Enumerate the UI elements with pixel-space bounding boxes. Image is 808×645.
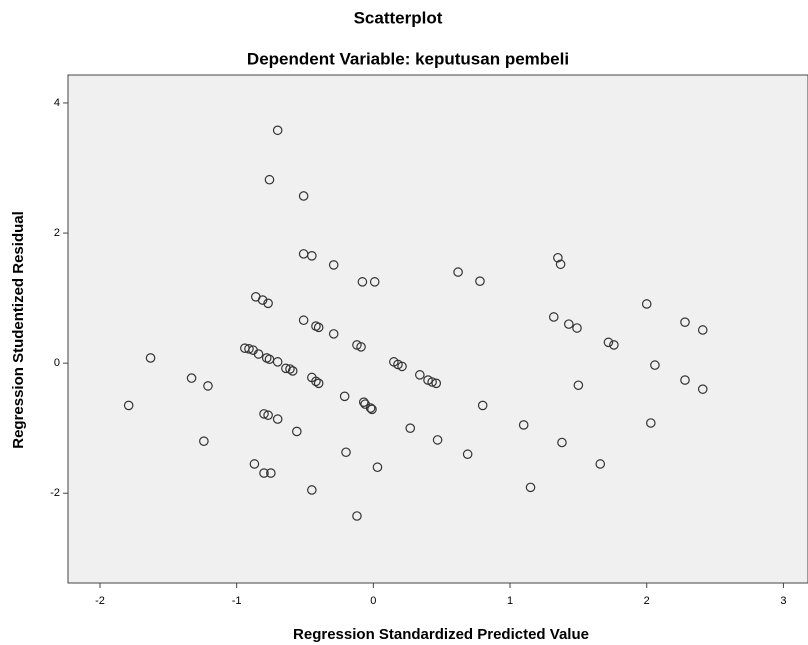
y-tick-label: 2	[54, 227, 60, 239]
chart: Scatterplot Dependent Variable: keputusa…	[0, 0, 808, 645]
y-tick-label: -2	[50, 487, 60, 499]
x-tick-label: 2	[644, 595, 650, 607]
chart-subtitle: Dependent Variable: keputusan pembeli	[247, 49, 569, 68]
chart-title: Scatterplot	[354, 8, 443, 27]
x-tick-label: 3	[780, 595, 786, 607]
plot-area	[68, 75, 808, 583]
y-tick-label: 4	[54, 97, 60, 109]
x-axis-title: Regression Standardized Predicted Value	[293, 626, 589, 643]
y-tick-label: 0	[54, 357, 60, 369]
x-tick-label: 0	[370, 595, 376, 607]
x-tick-label: -2	[95, 595, 105, 607]
x-tick-label: -1	[232, 595, 242, 607]
x-tick-label: 1	[507, 595, 513, 607]
y-axis-title: Regression Studentized Residual	[10, 211, 27, 449]
